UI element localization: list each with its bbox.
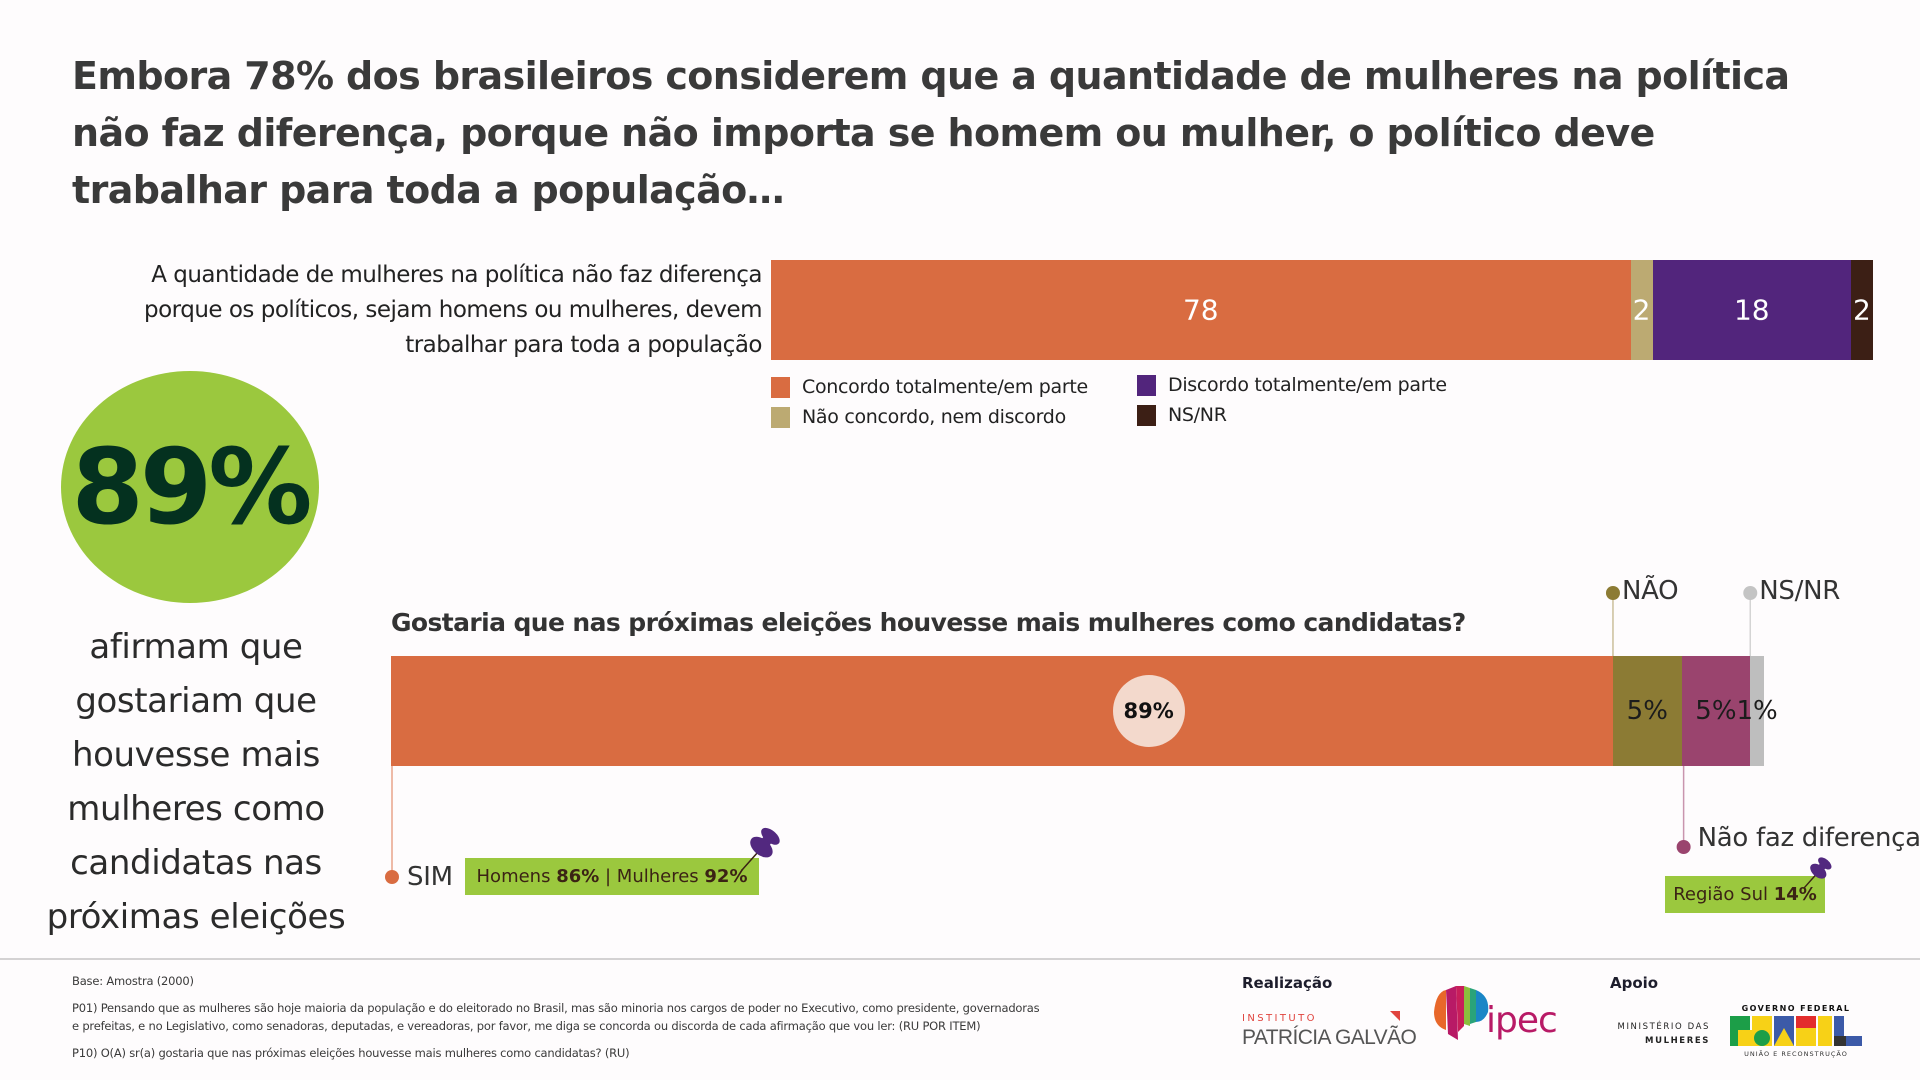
headline: Embora 78% dos brasileiros considerem qu… (72, 54, 1790, 212)
legend-label: NS/NR (1168, 404, 1227, 426)
ipec-mark-icon (1434, 986, 1489, 1040)
highlight-circle: 89% (61, 371, 319, 603)
footer-divider (0, 958, 1920, 960)
callout-dot-nao (1605, 586, 1620, 600)
logo-text: UNIÃO E RECONSTRUÇÃO (1744, 1050, 1848, 1058)
caption-line: mulheres como (67, 789, 325, 829)
legend-item-concordo: Concordo totalmente/em parte (771, 376, 1088, 398)
chart2-title: Gostaria que nas próximas eleições houve… (391, 608, 1466, 637)
legend-item-discordo: Discordo totalmente/em parte (1137, 374, 1447, 396)
chart1-category-label: A quantidade de mulheres na política não… (144, 262, 763, 358)
highlight-caption: afirmam que gostariam que houvesse mais … (20, 620, 372, 944)
chart1-data-label: 18 (1733, 293, 1770, 327)
callout-dot-nao-faz-diferenca (1676, 840, 1691, 854)
caption-line: afirmam que (89, 627, 303, 667)
callout-label-nsnr: NS/NR (1759, 576, 1840, 606)
logo-text: ipec (1486, 1000, 1558, 1041)
chart1-legend: Concordo totalmente/em parte Não concord… (771, 374, 1531, 432)
instituto-patricia-galvao-logo: INSTITUTO PATRÍCIA GALVÃO (1242, 1011, 1417, 1053)
callout-label-nao-faz-diferenca: Não faz diferença (1697, 823, 1920, 853)
tag-value-mulheres: 92% (704, 866, 748, 887)
footer-realizacao-heading: Realização (1242, 974, 1333, 992)
chart1-data-label: 2 (1632, 293, 1651, 327)
chart2-data-label: 5% (1626, 696, 1668, 726)
logo-text: MINISTÉRIO DAS (1617, 1022, 1710, 1032)
chart2-bar-segment: 1% (1737, 656, 1778, 766)
caption-line: houvesse mais (71, 735, 320, 775)
chart1-bar-segment: 2 (1850, 260, 1873, 360)
pushpin-icon (1803, 857, 1832, 889)
callout-label-sim: SIM (407, 862, 453, 892)
chart1-data-label: 78 (1182, 293, 1219, 327)
footer-apoio-heading: Apoio (1610, 974, 1659, 992)
legend-label: Concordo totalmente/em parte (802, 376, 1088, 398)
footer-base: Base: Amostra (2000) (72, 974, 194, 988)
highlight-value: 89% (71, 426, 313, 548)
chart1-bar-segment: 2 (1630, 260, 1653, 360)
ministerio-das-mulheres-logo: MINISTÉRIO DAS MULHERES (1610, 1020, 1710, 1048)
chart2-callout-connectors (385, 586, 1758, 884)
chart1-bar-segment: 18 (1652, 260, 1851, 360)
chart1-data-label: 2 (1853, 293, 1871, 327)
chart2-bar-segment: 89% (391, 656, 1613, 766)
chart2-data-label: 89% (1112, 675, 1185, 747)
tag-text: Homens (476, 866, 557, 887)
chart1-bar-segment: 78 (771, 260, 1631, 360)
legend-swatch (771, 376, 790, 398)
logo-text: GOVERNO FEDERAL (1741, 1004, 1851, 1013)
governo-federal-brasil-logo: GOVERNO FEDERAL UNIÃO E RECONSTRUÇÃO (1730, 1004, 1862, 1068)
callout-label-nao: NÃO (1621, 576, 1679, 606)
chart2-bar-segment: 5% (1612, 656, 1682, 766)
tag-gender-breakdown: Homens 86% | Mulheres 92% (465, 858, 759, 895)
tag-value-regiao-sul: 14% (1773, 884, 1817, 905)
legend-swatch (1137, 404, 1156, 426)
caption-line: próximas eleições (46, 897, 346, 937)
callout-dot-nsnr (1743, 586, 1758, 600)
ipec-logo: ipec (1432, 982, 1572, 1046)
pushpin-icon (741, 827, 780, 871)
footer-question-p01: P01) Pensando que as mulheres são hoje m… (72, 999, 1162, 1035)
legend-item-nsnr: NS/NR (1137, 404, 1227, 426)
chart2-data-label: 1% (1736, 696, 1778, 726)
legend-swatch (1137, 374, 1156, 396)
legend-item-neutro: Não concordo, nem discordo (771, 406, 1066, 428)
chart2-stacked-bar: 89% 5% 5% 1% (391, 656, 1778, 766)
footer-p01-line: P01) Pensando que as mulheres são hoje m… (72, 1001, 1040, 1015)
brasil-wordmark-icon (1730, 1016, 1862, 1046)
legend-label: Discordo totalmente/em parte (1168, 374, 1447, 396)
logo-text: MULHERES (1645, 1036, 1710, 1046)
chart2-data-label: 5% (1695, 696, 1737, 726)
tag-value-homens: 86% (556, 866, 600, 887)
caption-line: gostariam que (75, 681, 317, 721)
footer-p01-line: e prefeitas, e no Legislativo, como sena… (72, 1019, 981, 1033)
legend-label: Não concordo, nem discordo (802, 406, 1066, 428)
chart2-bar-segment: 5% (1681, 656, 1751, 766)
tag-text: | Mulheres (599, 866, 705, 887)
tag-region-breakdown: Região Sul 14% (1665, 876, 1825, 913)
callout-dot-sim (385, 870, 399, 884)
caption-line: candidatas nas (70, 843, 322, 883)
logo-text: PATRÍCIA GALVÃO (1242, 1026, 1417, 1049)
logo-text: INSTITUTO (1242, 1013, 1317, 1024)
chart1-stacked-bar: 78 2 18 2 (771, 260, 1873, 360)
legend-swatch (771, 406, 790, 428)
footer-question-p10: P10) O(A) sr(a) gostaria que nas próxima… (72, 1046, 630, 1060)
tag-text: Região Sul (1673, 884, 1774, 905)
logo-red-triangle-icon (1390, 1011, 1400, 1021)
